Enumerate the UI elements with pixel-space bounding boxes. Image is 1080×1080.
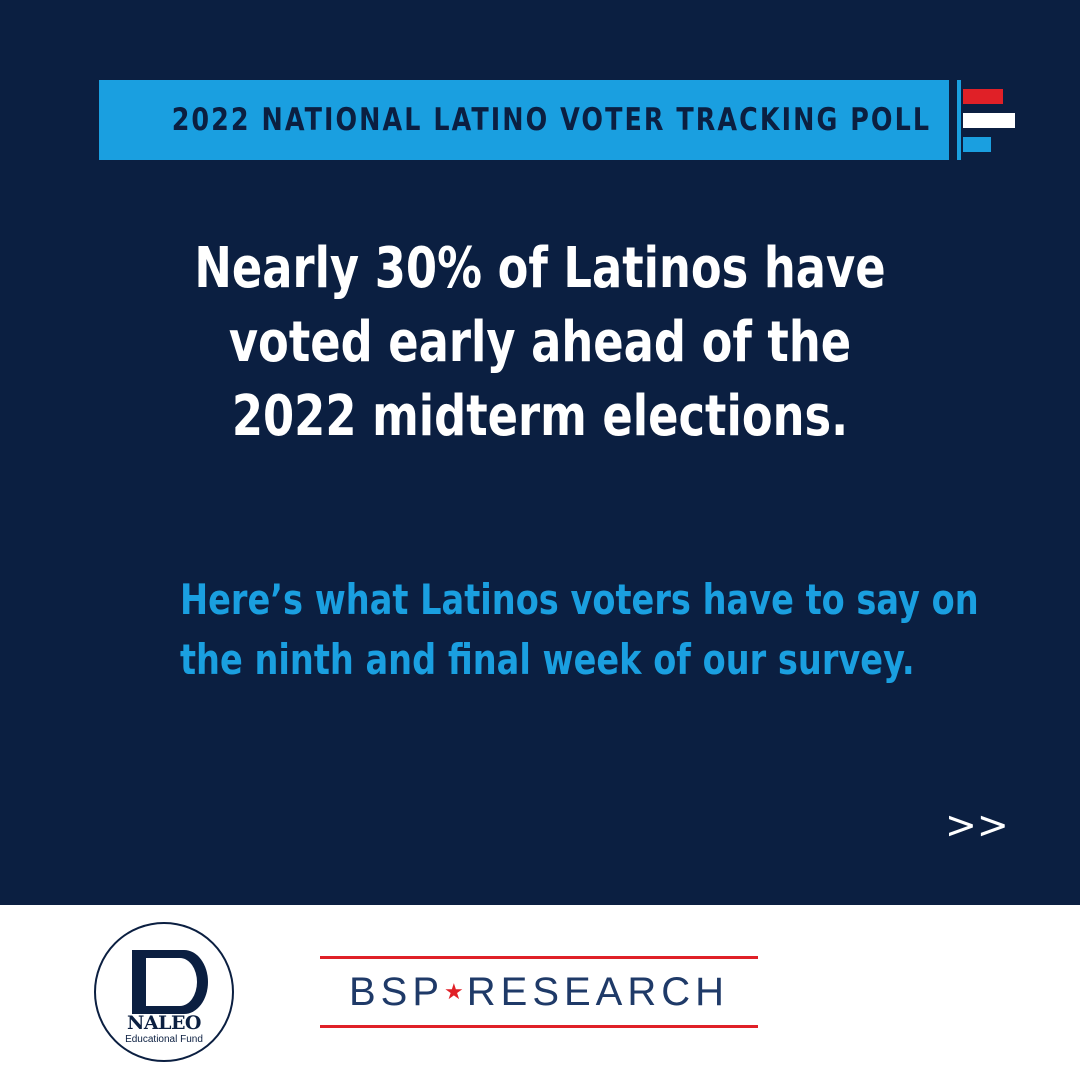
naleo-subtitle: Educational Fund [125,1034,203,1045]
subheadline-line: the ninth and final week of our survey. [180,635,915,684]
bsp-wordmark-left: BSP [348,970,445,1014]
headline-line: voted early ahead of the [228,310,852,375]
headline: Nearly 30% of Latinos have voted early a… [90,232,990,454]
title-banner: 2022 NATIONAL LATINO VOTER TRACKING POLL [99,80,949,160]
next-slide-button[interactable]: >> [945,803,1009,847]
naleo-emblem-icon [132,950,208,1014]
banner-title: 2022 NATIONAL LATINO VOTER TRACKING POLL [171,102,931,138]
naleo-wordmark: NALEO [126,1012,202,1034]
headline-line: Nearly 30% of Latinos have [194,236,886,301]
flag-stripe-red [963,89,1003,104]
bsp-rule-top [320,956,758,959]
flag-stripe-blue [963,137,991,152]
bsp-research-logo: BSP★RESEARCH [320,956,758,1028]
bsp-wordmark: BSP★RESEARCH [320,970,758,1014]
subheadline-line: Here’s what Latinos voters have to say o… [180,575,979,624]
bsp-wordmark-right: RESEARCH [466,970,730,1014]
banner-divider [957,80,961,160]
headline-line: 2022 midterm elections. [231,384,849,449]
flag-stripe-white [963,113,1015,128]
star-icon: ★ [444,979,467,1004]
subheadline: Here’s what Latinos voters have to say o… [90,570,990,690]
bsp-rule-bottom [320,1025,758,1028]
naleo-logo: NALEO Educational Fund [94,922,234,1062]
